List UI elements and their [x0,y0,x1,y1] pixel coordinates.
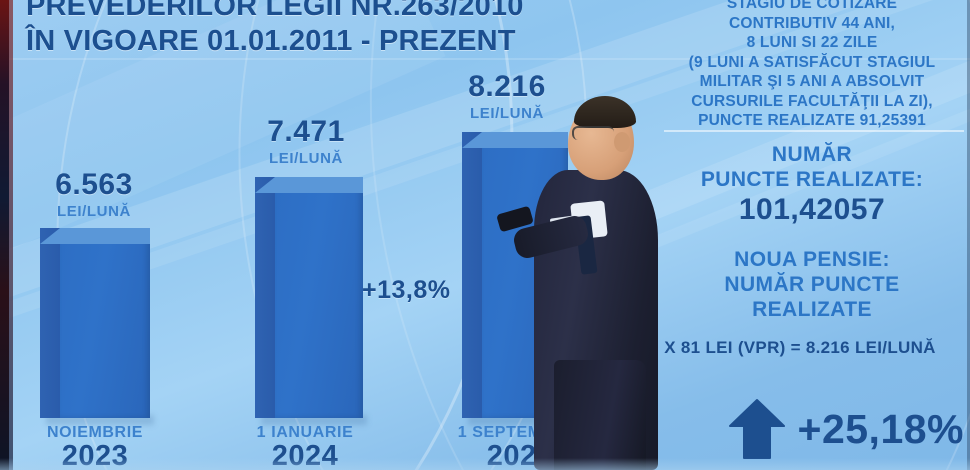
info-line: CONTRIBUTIV 44 ANI, [729,14,895,32]
presenter-figure [496,75,700,470]
pension-formula: X 81 LEI (VPR) = 8.216 LEI/LUNĂ [664,338,936,357]
heading-line: NUMĂR [771,143,853,166]
delta-annotation: +13,8% [362,276,451,304]
bar-top-face [40,228,150,244]
bar-top-face [255,177,363,193]
bar-side-face [462,132,482,418]
info-line: STAGIU DE COTIZARE [726,0,898,12]
heading-line: PUNCTE REALIZATE: [700,168,924,191]
bar-unit-3: LEI/LUNĂ [470,105,544,122]
bar-front-face [275,187,363,418]
arrow-up-icon [728,398,786,460]
new-pension-heading: NOUA PENSIE: NUMĂR PUNCTE REALIZATE [662,247,962,322]
panel-divider [664,130,964,132]
info-line: PUNCTE REALIZATE 91,25391 [698,112,926,129]
heading-line: NOUA PENSIE: [734,248,890,271]
bar-shadow [46,415,154,425]
bar-shadow [261,415,367,425]
bar-unit-2: LEI/LUNĂ [269,150,343,167]
info-line: (9 LUNI A SATISFĂCUT STAGIUL [688,53,936,71]
bar-column-1 [40,228,154,425]
decorative-divider [0,58,970,60]
bar-category-1: NOIEMBRIE [46,424,144,441]
heading-line: NUMĂR PUNCTE [724,273,900,296]
bar-unit-1: LEI/LUNĂ [57,203,131,220]
broadcast-edge-left [0,0,9,470]
points-achieved-value: 101,42057 [738,193,886,226]
title-line-1: PREVEDERILOR LEGII NR.263/2010 [26,0,524,22]
presenter-hair [574,96,636,128]
bar-value-1: 6.563 [55,168,133,201]
page-title: PREVEDERILOR LEGII NR.263/2010 ÎN VIGOAR… [26,0,646,58]
heading-line: REALIZATE [752,298,872,321]
bar-category-2: 1 IANUARIE [256,424,354,441]
points-achieved-heading: NUMĂR PUNCTE REALIZATE: [662,142,962,192]
broadcast-edge-left-inner [9,0,13,470]
bar-front-face [60,238,150,418]
presenter-legs [554,360,646,470]
broadcast-edge-right [967,0,970,470]
bar-side-face [255,177,275,418]
bar-side-face [40,228,60,418]
bar-top-face [462,132,568,148]
presenter-ear [614,132,630,152]
growth-indicator: +25,18% [728,398,965,460]
info-line: 8 LUNI SI 22 ZILE [746,34,878,51]
info-line: CURSURILE FACULTĂŢII LA ZI), [691,92,933,110]
bar-shadow [468,415,572,425]
info-panel-contribution-text: STAGIU DE COTIZARE CONTRIBUTIV 44 ANI, 8… [662,0,962,131]
bar-value-2: 7.471 [267,115,345,148]
info-line: MILITAR ŞI 5 ANI A ABSOLVIT [699,73,925,90]
title-line-2: ÎN VIGOARE 01.01.2011 - PREZENT [26,25,516,57]
glasses-icon [572,126,614,140]
bar-column-2 [255,177,367,425]
info-panel: STAGIU DE COTIZARE CONTRIBUTIV 44 ANI, 8… [662,0,962,131]
bar-value-3: 8.216 [468,70,546,103]
growth-percentage: +25,18% [797,405,964,452]
bottom-gradient [0,458,970,470]
